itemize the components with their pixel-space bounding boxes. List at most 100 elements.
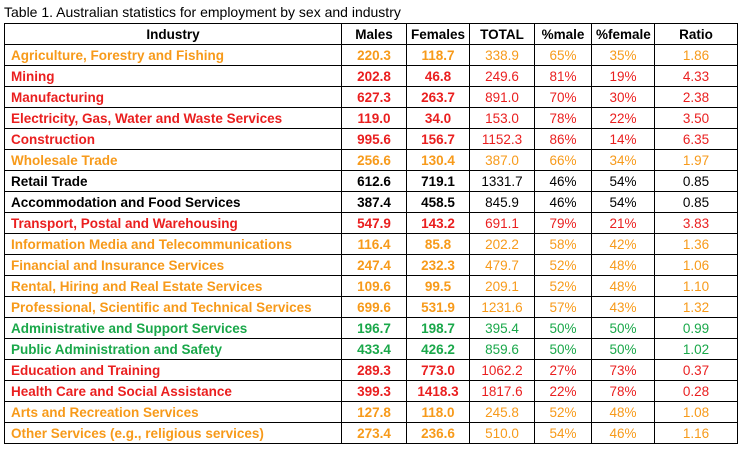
cell-total: 845.9 bbox=[469, 191, 535, 213]
cell-males: 699.6 bbox=[341, 296, 407, 318]
table-row: Arts and Recreation Services 127.8 118.0 24… bbox=[4, 401, 738, 423]
cell-industry: Financial and Insurance Services bbox=[4, 254, 342, 276]
table-row: Rental, Hiring and Real Estate Services 1… bbox=[4, 275, 738, 297]
cell-ratio: 1.10 bbox=[654, 275, 738, 297]
cell-ratio: 0.28 bbox=[654, 380, 738, 402]
cell-industry: Transport, Postal and Warehousing bbox=[4, 212, 342, 234]
table-row: Manufacturing 627.3 263.7 891.0 70% 30% 2.38 bbox=[4, 86, 738, 108]
header-row: Industry Males Females TOTAL %male %fema… bbox=[4, 23, 738, 45]
cell-ratio: 1.32 bbox=[654, 296, 738, 318]
cell-males: 273.4 bbox=[341, 422, 407, 444]
cell-ratio: 1.86 bbox=[654, 44, 738, 66]
table-row: Administrative and Support Services 196.7… bbox=[4, 317, 738, 339]
table-row: Education and Training 289.3 773.0 1062.2 27… bbox=[4, 359, 738, 381]
cell-pct-female: 19% bbox=[591, 65, 655, 87]
table-row: Information Media and Telecommunications… bbox=[4, 233, 738, 255]
cell-females: 458.5 bbox=[406, 191, 470, 213]
table-row: Electricity, Gas, Water and Waste Servic… bbox=[4, 107, 738, 129]
cell-total: 209.1 bbox=[469, 275, 535, 297]
cell-pct-female: 46% bbox=[591, 422, 655, 444]
cell-females: 426.2 bbox=[406, 338, 470, 360]
table-row: Retail Trade 612.6 719.1 1331.7 46% 54% 0.85 bbox=[4, 170, 738, 192]
header-pct-female: %female bbox=[591, 23, 655, 45]
cell-males: 289.3 bbox=[341, 359, 407, 381]
cell-pct-male: 58% bbox=[534, 233, 592, 255]
cell-females: 118.0 bbox=[406, 401, 470, 423]
table-caption: Table 1. Australian statistics for emplo… bbox=[4, 4, 401, 20]
cell-industry: Rental, Hiring and Real Estate Services bbox=[4, 275, 342, 297]
cell-pct-female: 30% bbox=[591, 86, 655, 108]
cell-females: 773.0 bbox=[406, 359, 470, 381]
cell-females: 143.2 bbox=[406, 212, 470, 234]
cell-pct-male: 46% bbox=[534, 191, 592, 213]
table-row: Health Care and Social Assistance 399.3 14… bbox=[4, 380, 738, 402]
cell-females: 232.3 bbox=[406, 254, 470, 276]
table-body: Agriculture, Forestry and Fishing 220.3 11… bbox=[4, 44, 738, 444]
cell-ratio: 1.97 bbox=[654, 149, 738, 171]
cell-pct-female: 43% bbox=[591, 296, 655, 318]
cell-males: 220.3 bbox=[341, 44, 407, 66]
cell-pct-female: 14% bbox=[591, 128, 655, 150]
cell-pct-male: 70% bbox=[534, 86, 592, 108]
cell-females: 118.7 bbox=[406, 44, 470, 66]
cell-females: 156.7 bbox=[406, 128, 470, 150]
cell-total: 202.2 bbox=[469, 233, 535, 255]
employment-table: Industry Males Females TOTAL %male %fema… bbox=[4, 23, 738, 444]
cell-total: 245.8 bbox=[469, 401, 535, 423]
cell-total: 859.6 bbox=[469, 338, 535, 360]
cell-pct-female: 21% bbox=[591, 212, 655, 234]
cell-pct-female: 35% bbox=[591, 44, 655, 66]
cell-pct-male: 54% bbox=[534, 422, 592, 444]
cell-pct-female: 34% bbox=[591, 149, 655, 171]
cell-total: 1152.3 bbox=[469, 128, 535, 150]
cell-industry: Education and Training bbox=[4, 359, 342, 381]
table-row: Professional, Scientific and Technical S… bbox=[4, 296, 738, 318]
cell-pct-female: 50% bbox=[591, 317, 655, 339]
cell-industry: Administrative and Support Services bbox=[4, 317, 342, 339]
cell-total: 691.1 bbox=[469, 212, 535, 234]
cell-pct-male: 86% bbox=[534, 128, 592, 150]
table-row: Transport, Postal and Warehousing 547.9 14… bbox=[4, 212, 738, 234]
cell-pct-male: 50% bbox=[534, 338, 592, 360]
cell-pct-male: 79% bbox=[534, 212, 592, 234]
cell-pct-female: 54% bbox=[591, 170, 655, 192]
cell-males: 119.0 bbox=[341, 107, 407, 129]
cell-females: 198.7 bbox=[406, 317, 470, 339]
cell-total: 479.7 bbox=[469, 254, 535, 276]
cell-pct-male: 52% bbox=[534, 254, 592, 276]
header-males: Males bbox=[341, 23, 407, 45]
table-row: Other Services (e.g., religious services… bbox=[4, 422, 738, 444]
cell-industry: Health Care and Social Assistance bbox=[4, 380, 342, 402]
cell-industry: Accommodation and Food Services bbox=[4, 191, 342, 213]
cell-males: 627.3 bbox=[341, 86, 407, 108]
cell-pct-male: 65% bbox=[534, 44, 592, 66]
header-industry: Industry bbox=[4, 23, 342, 45]
cell-industry: Construction bbox=[4, 128, 342, 150]
header-total: TOTAL bbox=[469, 23, 535, 45]
cell-ratio: 0.99 bbox=[654, 317, 738, 339]
cell-females: 85.8 bbox=[406, 233, 470, 255]
cell-pct-female: 48% bbox=[591, 275, 655, 297]
header-ratio: Ratio bbox=[654, 23, 738, 45]
cell-females: 263.7 bbox=[406, 86, 470, 108]
cell-males: 202.8 bbox=[341, 65, 407, 87]
cell-ratio: 3.50 bbox=[654, 107, 738, 129]
cell-ratio: 1.16 bbox=[654, 422, 738, 444]
cell-pct-female: 73% bbox=[591, 359, 655, 381]
cell-ratio: 1.02 bbox=[654, 338, 738, 360]
cell-males: 387.4 bbox=[341, 191, 407, 213]
cell-ratio: 1.08 bbox=[654, 401, 738, 423]
cell-industry: Mining bbox=[4, 65, 342, 87]
cell-total: 510.0 bbox=[469, 422, 535, 444]
cell-total: 338.9 bbox=[469, 44, 535, 66]
cell-total: 1331.7 bbox=[469, 170, 535, 192]
cell-total: 1231.6 bbox=[469, 296, 535, 318]
cell-pct-male: 81% bbox=[534, 65, 592, 87]
cell-females: 719.1 bbox=[406, 170, 470, 192]
cell-pct-male: 50% bbox=[534, 317, 592, 339]
cell-total: 249.6 bbox=[469, 65, 535, 87]
cell-ratio: 4.33 bbox=[654, 65, 738, 87]
cell-industry: Manufacturing bbox=[4, 86, 342, 108]
cell-males: 256.6 bbox=[341, 149, 407, 171]
cell-males: 612.6 bbox=[341, 170, 407, 192]
